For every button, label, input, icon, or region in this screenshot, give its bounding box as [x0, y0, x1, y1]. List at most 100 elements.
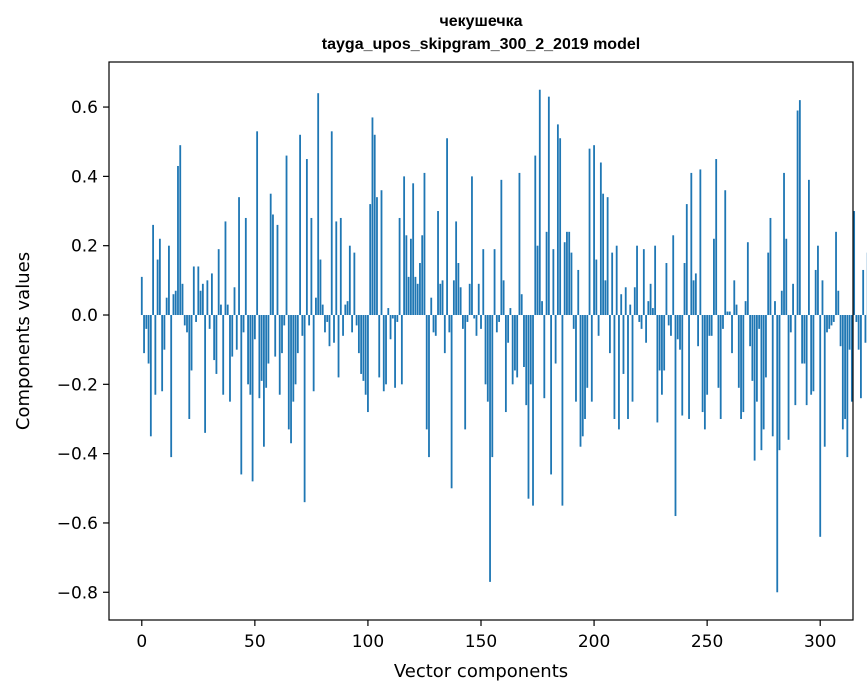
- bar: [658, 315, 661, 371]
- bar: [428, 315, 430, 458]
- x-tick-label: 250: [691, 632, 723, 652]
- bar: [783, 172, 785, 316]
- x-tick-label: 200: [578, 632, 610, 652]
- bar: [405, 235, 408, 315]
- bar: [253, 315, 256, 340]
- bar: [267, 315, 270, 364]
- bar: [706, 315, 709, 395]
- bar: [409, 238, 412, 316]
- bar: [511, 315, 514, 385]
- bar: [161, 315, 164, 392]
- bar: [586, 315, 589, 388]
- bar: [364, 315, 367, 395]
- bar: [475, 315, 478, 336]
- bar: [735, 304, 738, 316]
- x-tick-label: 50: [244, 632, 266, 652]
- bar: [767, 252, 770, 316]
- bar: [416, 283, 419, 315]
- bar: [156, 259, 159, 315]
- bar: [746, 242, 749, 315]
- bar: [473, 315, 476, 319]
- bar: [780, 290, 783, 316]
- bar: [611, 252, 614, 316]
- bar: [572, 315, 575, 329]
- bar: [640, 315, 643, 329]
- bar: [437, 211, 439, 316]
- bar: [602, 193, 605, 315]
- bar: [301, 315, 304, 336]
- bar: [208, 315, 211, 329]
- bar: [550, 315, 553, 475]
- bar: [348, 245, 351, 316]
- bar: [233, 287, 236, 316]
- bar: [459, 287, 462, 316]
- bar: [676, 315, 679, 340]
- bar: [744, 301, 747, 315]
- bar: [210, 273, 213, 316]
- bar: [733, 280, 736, 316]
- bar: [697, 315, 699, 347]
- bar: [265, 315, 268, 388]
- bar: [398, 217, 401, 315]
- x-tick-label: 300: [804, 632, 836, 652]
- bar: [862, 269, 865, 316]
- bar: [188, 315, 191, 419]
- bar: [654, 245, 657, 316]
- bar: [814, 269, 817, 316]
- bar: [674, 315, 677, 517]
- bar: [604, 280, 607, 316]
- bar: [622, 315, 625, 374]
- bar: [590, 315, 593, 402]
- bar: [421, 235, 424, 315]
- bar: [344, 304, 347, 316]
- bar: [731, 315, 733, 354]
- bar: [419, 263, 421, 316]
- bar: [776, 315, 779, 593]
- bar: [450, 315, 453, 489]
- bar: [683, 263, 686, 316]
- bar: [235, 315, 238, 350]
- bar: [272, 214, 274, 316]
- bar: [452, 280, 455, 316]
- bar: [631, 315, 634, 402]
- bar: [667, 315, 670, 326]
- bar: [504, 315, 507, 413]
- bar: [828, 315, 831, 329]
- bar: [792, 283, 794, 315]
- bar: [165, 297, 168, 316]
- bar: [158, 238, 161, 316]
- bar: [507, 315, 510, 343]
- bar: [152, 224, 154, 315]
- bar: [701, 315, 704, 413]
- bar: [154, 315, 157, 395]
- bar: [477, 283, 480, 315]
- bar: [204, 315, 207, 433]
- y-tick-label: 0.0: [71, 306, 98, 326]
- bar: [796, 110, 799, 316]
- bar: [690, 172, 693, 316]
- bar: [570, 252, 573, 316]
- bar: [400, 315, 403, 385]
- bar: [457, 263, 460, 316]
- x-tick-label: 150: [465, 632, 497, 652]
- bar: [566, 231, 568, 316]
- bar: [324, 315, 326, 333]
- bar: [529, 315, 532, 385]
- bar: [317, 93, 320, 315]
- bar: [367, 315, 369, 413]
- bar: [844, 315, 846, 419]
- bar: [656, 315, 659, 423]
- bar: [561, 315, 564, 506]
- bar: [663, 315, 666, 371]
- bar: [140, 276, 143, 315]
- bar: [489, 315, 491, 582]
- bar: [206, 280, 209, 316]
- bar: [798, 100, 801, 316]
- bar: [857, 315, 860, 350]
- bar: [486, 315, 489, 402]
- bar: [615, 245, 618, 316]
- bar: [495, 315, 498, 333]
- bar: [765, 315, 767, 378]
- bar: [294, 315, 297, 385]
